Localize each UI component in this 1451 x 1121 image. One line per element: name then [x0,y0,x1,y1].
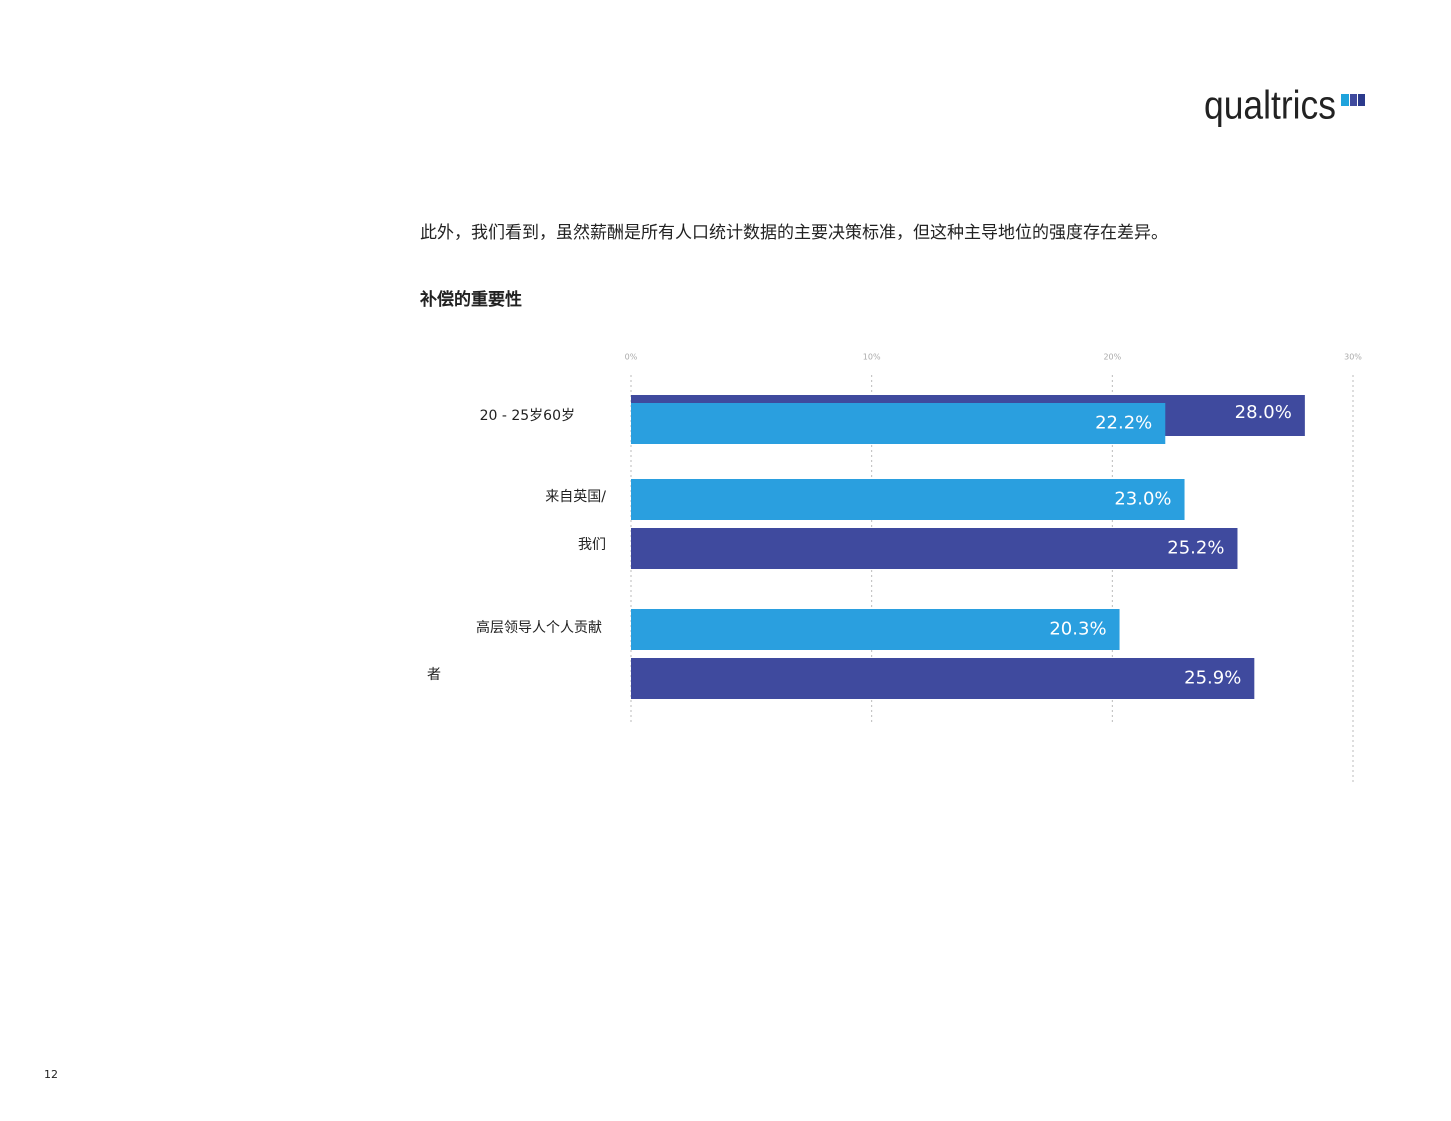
bar [631,479,1185,520]
data-label: 25.2% [1167,538,1224,559]
x-tick-label: 0% [625,353,638,362]
data-label: 25.9% [1184,668,1241,689]
bar [631,528,1238,569]
x-tick-label: 30% [1344,353,1362,362]
page-number: 12 [44,1068,58,1081]
data-label: 20.3% [1049,619,1106,640]
x-tick-label: 10% [863,353,881,362]
category-label: 我们 [578,537,606,553]
bar [631,609,1120,650]
bar [631,658,1255,699]
data-label: 22.2% [1095,413,1152,434]
data-label: 28.0% [1235,402,1292,423]
logo: qualtrics [1204,84,1336,128]
category-label: 来自英国/ [545,488,606,505]
intro-text: 此外，我们看到，虽然薪酬是所有人口统计数据的主要决策标准，但这种主导地位的强度存… [420,223,1168,243]
category-label: 20 - 25岁60岁 [480,408,575,424]
category-label: 者 [427,667,441,683]
chart-title: 补偿的重要性 [419,289,522,310]
x-tick-label: 20% [1103,353,1121,362]
bar [631,403,1166,444]
data-label: 23.0% [1114,489,1171,510]
logo-mark [1341,94,1365,106]
category-label: 高层领导人个人贡献 [476,619,602,636]
